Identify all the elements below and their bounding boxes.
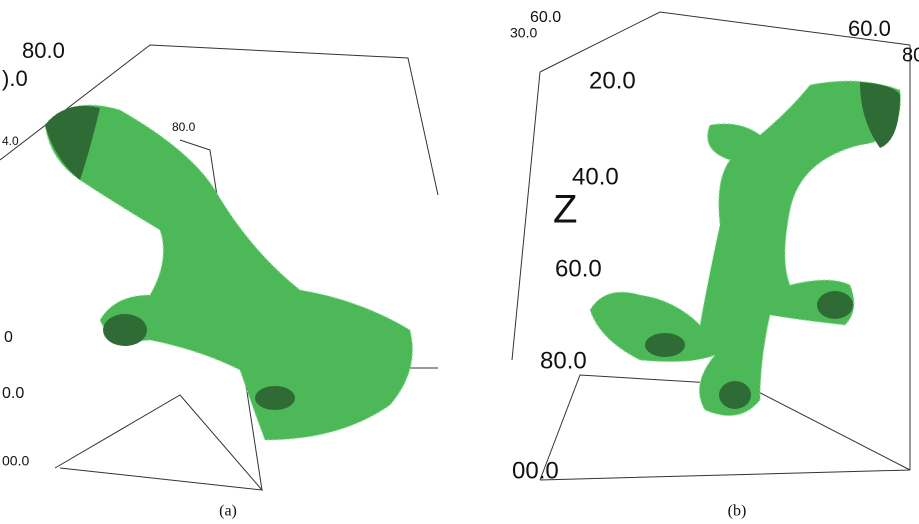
panel-a-render [0,45,438,490]
axis-label: Z [553,188,577,232]
box-edge [512,72,540,360]
axis-label: 40.0 [572,163,619,190]
axis-label: 30.0 [510,25,537,41]
axis-label: 60.0 [530,9,561,26]
axis-label: 00.0 [2,453,29,469]
figure: (a) (b) 80.0).04.080.000.000.060.030.060… [0,0,919,524]
panel-b-render [512,12,910,480]
shading [719,381,751,409]
caption: (b) [728,503,747,520]
box-edge [55,395,262,490]
axis-label: 60.0 [848,16,891,41]
shading [103,314,147,346]
shading [817,291,853,319]
shading [255,386,295,410]
axis-label: 80.0 [172,120,196,134]
tissue-shape [590,81,901,416]
axis-label: ).0 [2,66,28,91]
axis-label: 80 [902,44,919,66]
axis-label: 0.0 [2,385,24,402]
axis-label: 80.0 [540,347,587,374]
caption: (a) [219,503,237,520]
axis-label: 20.0 [589,67,636,94]
axis-label: 0 [4,329,13,346]
axis-label: 4.0 [2,134,19,148]
axis-label: 60.0 [555,255,602,282]
axis-label: 80.0 [22,38,65,63]
shading [645,333,685,357]
axis-label: 00.0 [512,457,559,484]
tissue-shape [45,105,413,440]
